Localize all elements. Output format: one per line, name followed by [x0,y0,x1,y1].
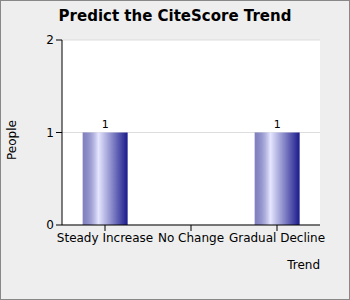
svg-text:1: 1 [274,118,281,131]
svg-text:2: 2 [46,33,54,47]
svg-text:1: 1 [46,126,54,140]
html-text:Predict the CiteScore Trend: Predict the CiteScore Trend [58,7,292,25]
html-text:Trend: Trend [287,258,320,272]
html-text:People: People [5,120,19,160]
svg-text:0: 0 [46,218,54,232]
svg-text:No Change: No Change [158,231,224,245]
svg-text:1: 1 [102,118,109,131]
svg-text:Steady Increase: Steady Increase [57,231,153,245]
svg-text:Gradual Decline: Gradual Decline [229,231,325,245]
